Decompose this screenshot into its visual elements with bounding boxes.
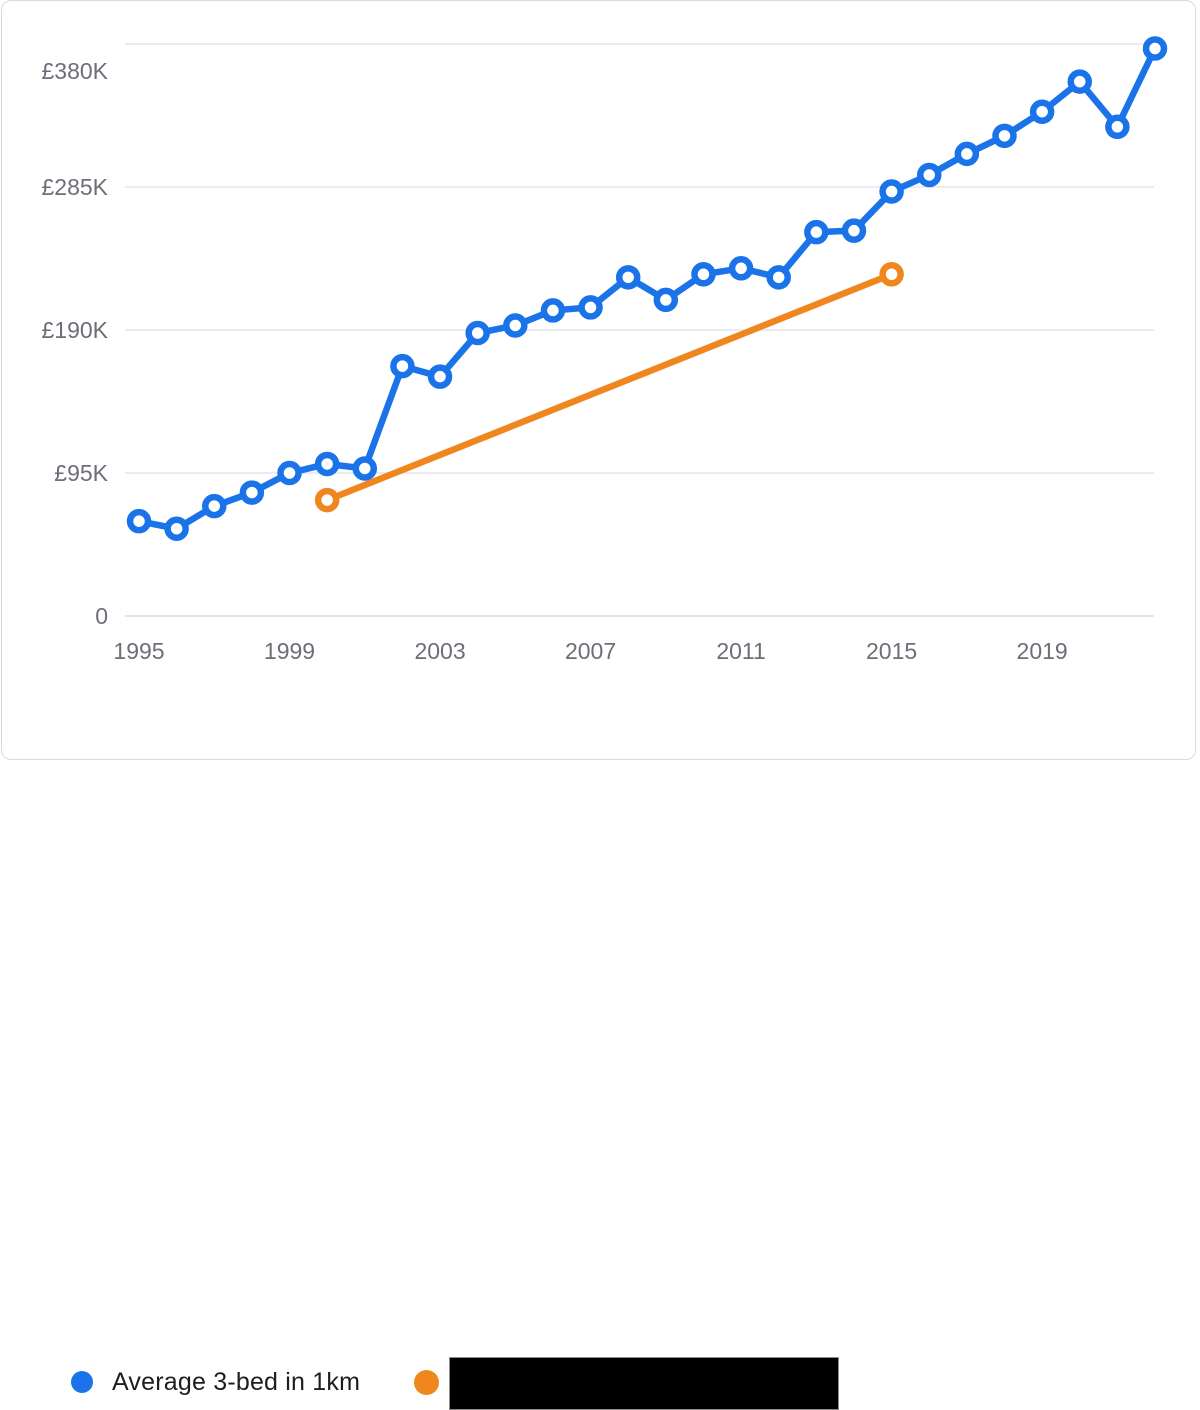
legend-dot-orange[interactable] [414, 1370, 439, 1395]
series-comparison-line [314, 262, 904, 513]
data-point[interactable] [879, 262, 904, 287]
y-axis-tick-label: £95K [54, 460, 108, 486]
data-point[interactable] [916, 162, 942, 188]
data-point[interactable] [390, 353, 415, 379]
data-point[interactable] [691, 262, 716, 287]
y-axis-tick-label: £190K [41, 317, 108, 343]
redacted-legend-label [449, 1357, 839, 1410]
data-point[interactable] [503, 313, 528, 338]
data-point[interactable] [540, 298, 566, 323]
data-point[interactable] [728, 256, 754, 281]
data-point[interactable] [164, 516, 189, 541]
data-point[interactable] [578, 295, 603, 320]
y-axis-labels: 0 £95K £190K £285K £380K [41, 58, 108, 629]
data-point[interactable] [954, 141, 980, 167]
x-axis-tick-label: 2007 [565, 638, 616, 664]
data-point[interactable] [202, 493, 227, 519]
data-point[interactable] [992, 123, 1017, 149]
data-point[interactable] [277, 460, 302, 486]
data-point[interactable] [427, 364, 453, 389]
data-point[interactable] [465, 320, 490, 346]
x-axis-tick-label: 1999 [264, 638, 315, 664]
data-point[interactable] [1142, 36, 1168, 61]
data-point[interactable] [126, 508, 152, 534]
data-point[interactable] [1029, 99, 1055, 124]
data-point[interactable] [879, 179, 904, 204]
price-history-chart: 0 £95K £190K £285K £380K 1995 1999 2003 2007 2011… [41, 36, 1168, 664]
data-point[interactable] [653, 287, 679, 313]
series-line [323, 271, 895, 504]
data-point[interactable] [314, 487, 340, 513]
legend-label-average-3-bed[interactable]: Average 3-bed in 1km [112, 1368, 361, 1396]
data-point[interactable] [239, 480, 265, 505]
y-axis-tick-label: £380K [41, 58, 108, 84]
data-point[interactable] [804, 219, 829, 245]
y-axis-tick-label: £285K [41, 174, 108, 200]
x-axis-tick-label: 2019 [1017, 638, 1068, 664]
data-point[interactable] [841, 218, 867, 243]
data-point[interactable] [766, 265, 791, 290]
series-average-3bed [126, 36, 1168, 541]
x-axis-tick-label: 1995 [113, 638, 164, 664]
chart-area: 0 £95K £190K £285K £380K 1995 1999 2003 2007 2011… [2, 1, 1200, 666]
data-point[interactable] [1067, 69, 1092, 94]
data-point[interactable] [352, 456, 378, 481]
legend-dot-blue[interactable] [71, 1371, 93, 1393]
x-axis-labels: 1995 1999 2003 2007 2011 2015 2019 [113, 638, 1067, 664]
x-axis-tick-label: 2011 [716, 638, 765, 664]
y-axis-tick-label: 0 [95, 603, 108, 629]
data-point[interactable] [314, 451, 340, 477]
x-axis-tick-label: 2003 [414, 638, 465, 664]
chart-legend: Average 3-bed in 1km [2, 677, 1200, 1410]
data-point[interactable] [1105, 114, 1130, 140]
data-point[interactable] [615, 265, 641, 290]
x-axis-tick-label: 2015 [866, 638, 917, 664]
series-line [135, 45, 1159, 532]
